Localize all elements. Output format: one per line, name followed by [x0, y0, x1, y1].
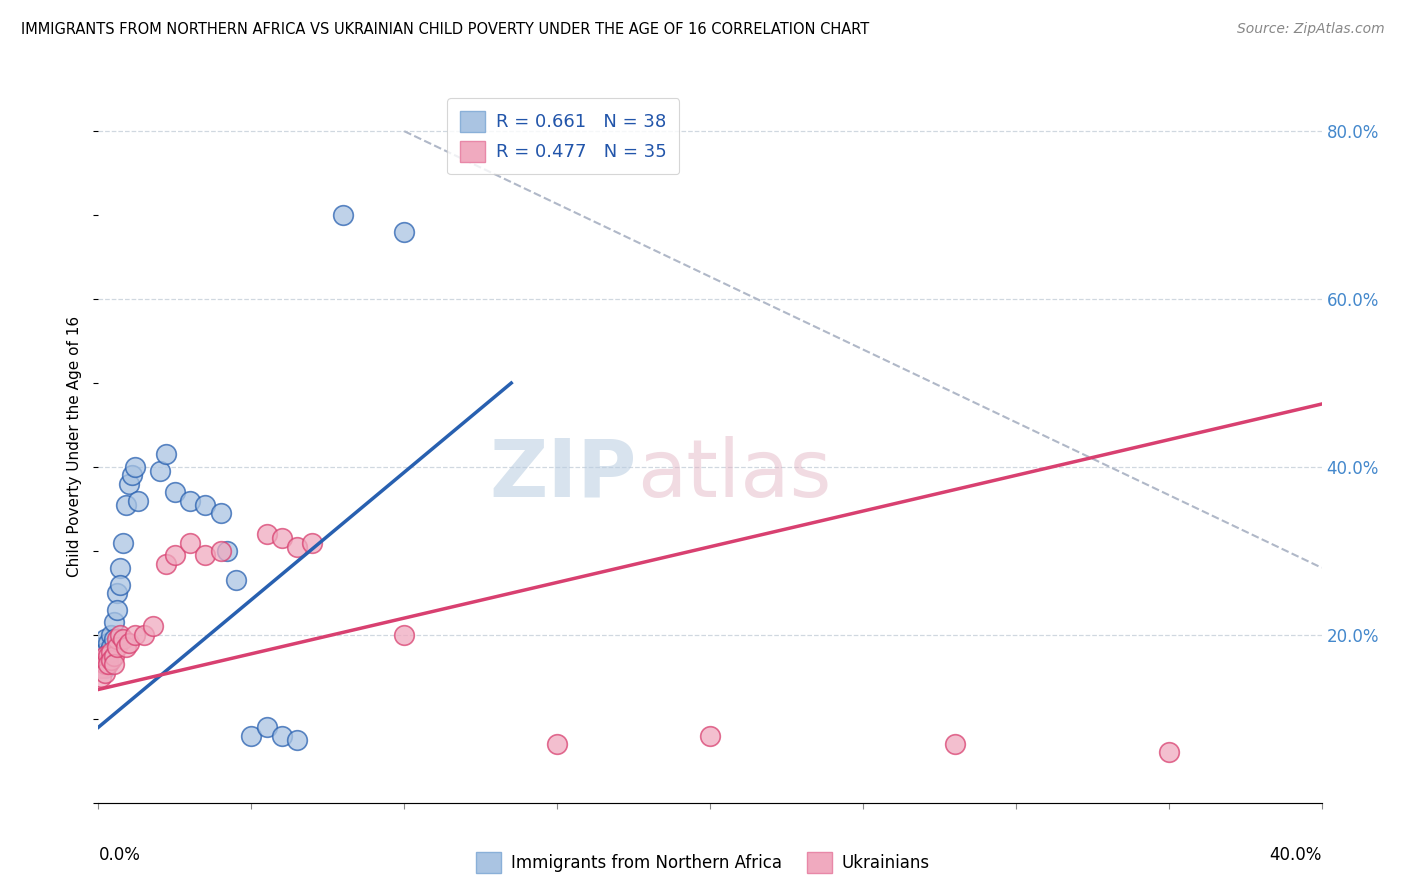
Point — [115, 498, 138, 512]
Point — [1157, 746, 1180, 760]
Point — [103, 648, 125, 663]
Point — [108, 577, 131, 591]
Point — [163, 485, 186, 500]
Point — [943, 737, 966, 751]
Point — [124, 460, 146, 475]
Point — [332, 208, 354, 222]
Point — [546, 737, 568, 751]
Point — [105, 603, 128, 617]
Point — [179, 493, 201, 508]
Point — [103, 615, 125, 630]
Point — [111, 632, 134, 646]
Point — [256, 720, 278, 734]
Point — [103, 657, 125, 672]
Point — [90, 653, 112, 667]
Point — [100, 640, 122, 655]
Point — [90, 657, 112, 672]
Point — [93, 632, 115, 646]
Point — [270, 729, 292, 743]
Point — [392, 225, 416, 239]
Point — [179, 535, 201, 549]
Point — [149, 464, 172, 478]
Point — [155, 447, 177, 461]
Point — [105, 586, 128, 600]
Point — [194, 548, 217, 562]
Legend: Immigrants from Northern Africa, Ukrainians: Immigrants from Northern Africa, Ukraini… — [470, 846, 936, 880]
Point — [90, 670, 112, 684]
Point — [97, 646, 120, 660]
Point — [285, 540, 308, 554]
Point — [127, 493, 149, 508]
Point — [93, 648, 115, 663]
Point — [93, 665, 115, 680]
Point — [93, 657, 115, 672]
Point — [97, 657, 120, 672]
Point — [103, 632, 125, 646]
Point — [97, 655, 120, 669]
Point — [124, 628, 146, 642]
Point — [209, 506, 232, 520]
Point — [142, 619, 165, 633]
Point — [163, 548, 186, 562]
Point — [121, 468, 143, 483]
Point — [270, 532, 292, 546]
Text: atlas: atlas — [637, 435, 831, 514]
Point — [90, 648, 112, 663]
Point — [301, 535, 323, 549]
Point — [97, 648, 120, 663]
Point — [97, 636, 120, 650]
Text: ZIP: ZIP — [489, 435, 637, 514]
Point — [108, 628, 131, 642]
Point — [392, 628, 416, 642]
Point — [105, 632, 128, 646]
Point — [90, 640, 112, 655]
Point — [209, 544, 232, 558]
Point — [225, 574, 247, 588]
Point — [118, 636, 141, 650]
Point — [93, 661, 115, 675]
Legend: R = 0.661   N = 38, R = 0.477   N = 35: R = 0.661 N = 38, R = 0.477 N = 35 — [447, 98, 679, 174]
Point — [194, 498, 217, 512]
Text: 40.0%: 40.0% — [1270, 846, 1322, 863]
Point — [100, 653, 122, 667]
Point — [115, 640, 138, 655]
Point — [90, 661, 112, 675]
Point — [699, 729, 721, 743]
Point — [256, 527, 278, 541]
Point — [215, 544, 238, 558]
Point — [118, 476, 141, 491]
Point — [100, 645, 122, 659]
Point — [285, 732, 308, 747]
Point — [240, 729, 263, 743]
Text: 0.0%: 0.0% — [98, 846, 141, 863]
Point — [93, 645, 115, 659]
Point — [155, 557, 177, 571]
Y-axis label: Child Poverty Under the Age of 16: Child Poverty Under the Age of 16 — [67, 316, 83, 576]
Text: Source: ZipAtlas.com: Source: ZipAtlas.com — [1237, 22, 1385, 37]
Point — [108, 560, 131, 574]
Point — [93, 653, 115, 667]
Point — [105, 640, 128, 655]
Text: IMMIGRANTS FROM NORTHERN AFRICA VS UKRAINIAN CHILD POVERTY UNDER THE AGE OF 16 C: IMMIGRANTS FROM NORTHERN AFRICA VS UKRAI… — [21, 22, 869, 37]
Point — [134, 628, 156, 642]
Point — [111, 535, 134, 549]
Point — [100, 628, 122, 642]
